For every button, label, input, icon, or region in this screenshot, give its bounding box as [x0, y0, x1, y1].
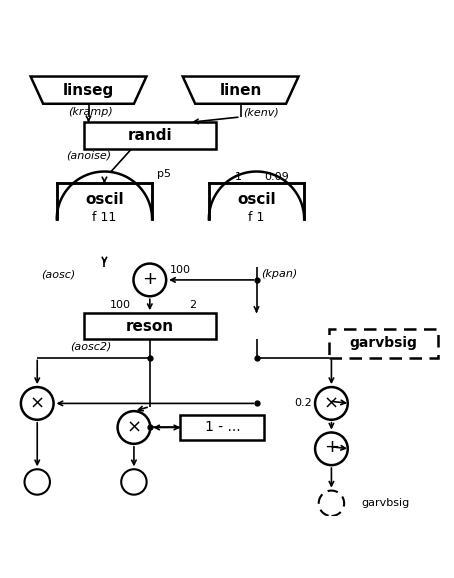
Text: oscil: oscil: [85, 192, 124, 206]
Bar: [84, 123, 216, 149]
Text: (aosc2): (aosc2): [70, 342, 112, 351]
Text: (anoise): (anoise): [66, 151, 111, 161]
Text: f 11: f 11: [92, 211, 117, 224]
Text: +: +: [142, 269, 158, 288]
Text: p5: p5: [157, 169, 171, 179]
Circle shape: [21, 387, 54, 420]
Text: ×: ×: [324, 394, 339, 413]
Text: 100: 100: [170, 265, 191, 275]
Text: (kenv): (kenv): [243, 108, 279, 117]
Polygon shape: [209, 172, 304, 219]
Circle shape: [315, 387, 348, 420]
Circle shape: [118, 411, 150, 444]
Text: ×: ×: [30, 394, 45, 413]
Text: 2: 2: [189, 300, 196, 310]
Text: linen: linen: [219, 83, 262, 98]
Bar: [84, 313, 216, 339]
Text: +: +: [324, 439, 339, 457]
Polygon shape: [57, 172, 152, 219]
Text: reson: reson: [126, 318, 174, 334]
Text: (aosc): (aosc): [41, 269, 75, 279]
Text: 100: 100: [110, 300, 131, 310]
Text: 1: 1: [235, 172, 242, 181]
Text: randi: randi: [128, 128, 172, 143]
Text: (kpan): (kpan): [261, 269, 297, 279]
Text: garvbsig: garvbsig: [350, 336, 418, 350]
Polygon shape: [31, 76, 146, 104]
Bar: [329, 329, 438, 358]
Text: ×: ×: [126, 418, 142, 436]
Text: 1 - ...: 1 - ...: [205, 420, 240, 435]
Text: 0.2: 0.2: [295, 398, 312, 409]
Polygon shape: [183, 76, 299, 104]
Circle shape: [315, 432, 348, 465]
Text: linseg: linseg: [63, 83, 114, 98]
Text: 0.09: 0.09: [265, 172, 289, 181]
Circle shape: [133, 264, 166, 297]
Circle shape: [319, 491, 344, 516]
Circle shape: [25, 469, 50, 495]
Circle shape: [121, 469, 147, 495]
Text: f 1: f 1: [248, 211, 265, 224]
Text: garvbsig: garvbsig: [361, 498, 409, 508]
Text: oscil: oscil: [237, 192, 276, 206]
Text: (kramp): (kramp): [68, 108, 113, 117]
Bar: [180, 415, 264, 440]
